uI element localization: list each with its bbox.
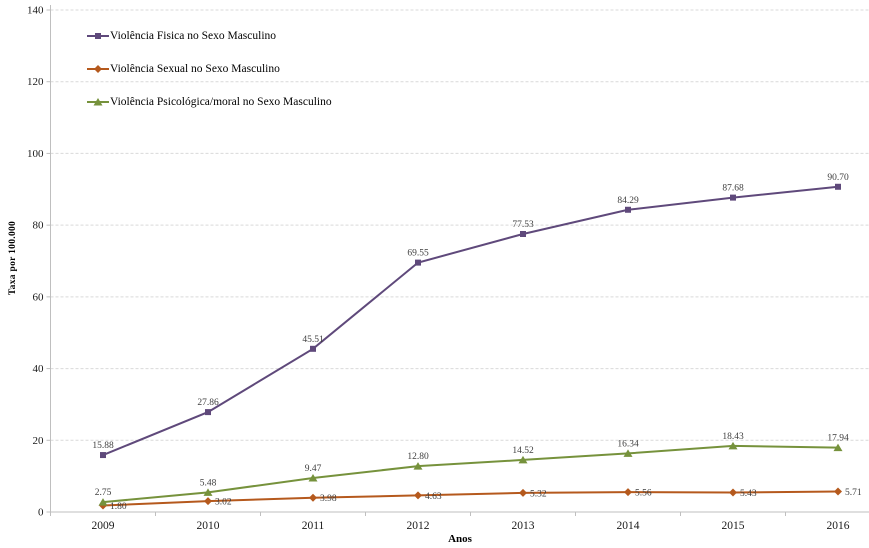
legend-item-psicologica: Violência Psicológica/moral no Sexo Masc… [87, 92, 332, 112]
data-point-marker [414, 491, 422, 500]
data-point-label: 14.52 [512, 446, 534, 456]
data-point-marker [309, 493, 317, 502]
data-point-label: 9.47 [305, 464, 322, 474]
data-point-marker [203, 488, 213, 496]
y-tick-label: 120 [27, 76, 44, 88]
x-tick-label: 2016 [827, 520, 850, 532]
data-point-label: 1.80 [110, 502, 127, 512]
data-point-label: 3.98 [320, 494, 337, 504]
legend-label-psicologica: Violência Psicológica/moral no Sexo Masc… [110, 96, 332, 108]
series-2: 2.75 5.48 9.47 12.80 14.52 16.34 18.43 17.94 [95, 432, 849, 506]
data-point-marker [729, 488, 737, 497]
data-point-label: 18.43 [722, 432, 744, 442]
data-point-label: 69.55 [407, 249, 429, 259]
square-marker-icon [87, 33, 109, 39]
triangle-marker-icon [87, 98, 109, 106]
y-tick-label: 100 [27, 148, 44, 160]
x-tick-label: 2011 [302, 520, 325, 532]
data-point-label: 2.75 [95, 488, 112, 498]
x-axis-title: Anos [448, 533, 472, 545]
x-tick-label: 2009 [92, 520, 115, 532]
data-point-marker [625, 206, 631, 213]
data-point-marker [834, 487, 842, 496]
series-0: 15.88 27.86 45.51 69.55 77.53 84.29 87.68 90.70 [92, 173, 849, 459]
data-point-label: 5.48 [200, 478, 217, 488]
data-point-marker [624, 488, 632, 497]
data-point-marker [310, 345, 316, 352]
data-point-label: 12.80 [407, 452, 429, 462]
x-tick-label: 2014 [617, 520, 640, 532]
data-point-label: 15.88 [92, 441, 114, 451]
data-point-label: 5.43 [740, 489, 757, 499]
series-line [102, 444, 839, 504]
data-point-marker [835, 183, 841, 190]
data-point-label: 17.94 [827, 434, 849, 444]
data-point-label: 5.32 [530, 489, 547, 499]
y-tick-label: 0 [38, 507, 44, 519]
x-tick-label: 2012 [407, 520, 430, 532]
data-point-marker [520, 230, 526, 237]
triangle-glyph [93, 98, 103, 106]
y-tick-label: 140 [27, 5, 44, 17]
data-point-marker [413, 462, 423, 470]
legend-label-sexual: Violência Sexual no Sexo Masculino [110, 63, 280, 75]
data-point-marker [98, 498, 108, 506]
data-point-label: 5.71 [845, 488, 862, 498]
data-point-marker [204, 497, 212, 506]
data-point-label: 45.51 [302, 335, 324, 345]
data-point-label: 77.53 [512, 220, 534, 230]
series-line [102, 490, 839, 507]
data-point-label: 5.56 [635, 489, 652, 499]
data-point-marker [833, 443, 843, 452]
data-point-marker [415, 259, 421, 266]
data-point-marker [730, 194, 736, 201]
data-point-marker [728, 441, 738, 450]
data-point-label: 90.70 [827, 173, 849, 183]
data-point-marker [518, 455, 528, 464]
data-point-marker [205, 409, 211, 416]
legend-item-fisica: Violência Fisica no Sexo Masculino [87, 26, 332, 46]
legend-label-fisica: Violência Fisica no Sexo Masculino [110, 30, 277, 42]
y-tick-label: 80 [33, 220, 45, 232]
data-point-marker [623, 449, 633, 457]
data-point-label: 27.86 [197, 398, 219, 408]
diamond-marker-icon [87, 65, 109, 73]
y-tick-label: 20 [33, 435, 45, 447]
data-point-marker [100, 452, 106, 459]
data-point-label: 87.68 [722, 184, 744, 194]
y-axis-title: Taxa por 100.000 [8, 220, 18, 296]
data-point-marker [519, 488, 527, 497]
x-tick-label: 2013 [512, 520, 535, 532]
chart-legend: Violência Fisica no Sexo Masculino Violê… [87, 26, 332, 112]
data-point-label: 84.29 [617, 196, 639, 206]
square-glyph [95, 33, 101, 39]
diamond-glyph [94, 65, 102, 73]
legend-item-sexual: Violência Sexual no Sexo Masculino [87, 59, 332, 79]
data-point-label: 3.02 [215, 498, 232, 508]
series-line [102, 185, 839, 456]
x-tick-label: 2010 [197, 520, 220, 532]
x-tick-label: 2015 [722, 520, 745, 532]
y-tick-label: 60 [33, 291, 45, 303]
data-point-label: 16.34 [617, 439, 639, 449]
y-tick-label: 40 [33, 363, 45, 375]
data-point-label: 4.63 [425, 492, 442, 502]
data-point-marker [308, 474, 318, 482]
